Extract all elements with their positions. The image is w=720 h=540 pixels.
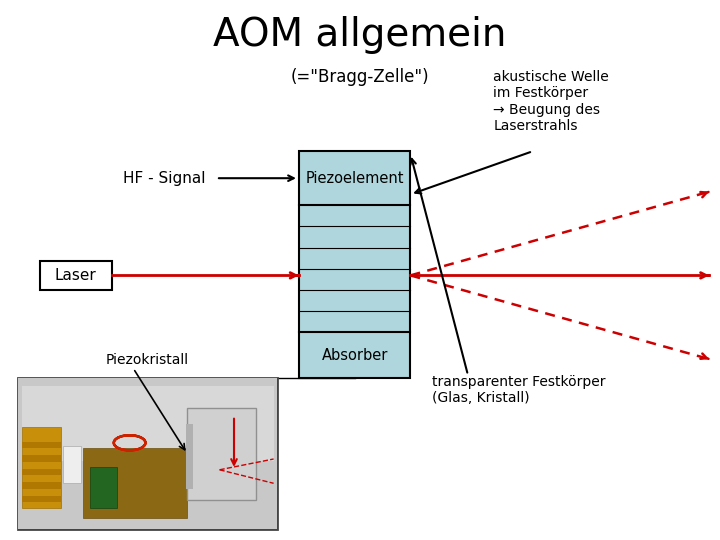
Bar <box>63 446 81 483</box>
Text: transparenter Festkörper
(Glas, Kristall): transparenter Festkörper (Glas, Kristall… <box>432 375 606 406</box>
Bar <box>83 448 187 518</box>
Bar <box>90 467 117 508</box>
Bar <box>22 482 61 489</box>
Bar <box>22 455 61 462</box>
Bar <box>18 378 277 529</box>
Bar <box>187 408 256 500</box>
Text: Laser: Laser <box>55 268 96 283</box>
Bar <box>22 386 274 461</box>
Text: HF - Signal: HF - Signal <box>122 171 205 186</box>
Bar <box>299 151 410 378</box>
Text: AOM allgemein: AOM allgemein <box>213 16 507 54</box>
Bar <box>18 378 277 529</box>
Bar <box>186 424 193 489</box>
Text: Piezokristall: Piezokristall <box>106 353 189 367</box>
Bar <box>22 496 61 502</box>
Text: (="Bragg-Zelle"): (="Bragg-Zelle") <box>291 68 429 85</box>
Bar <box>22 442 61 448</box>
Text: Piezoelement: Piezoelement <box>305 171 404 186</box>
Bar <box>40 261 112 291</box>
Text: Absorber: Absorber <box>321 348 388 362</box>
Bar <box>22 469 61 475</box>
Bar <box>22 427 61 508</box>
Text: akustische Welle
im Festkörper
→ Beugung des
Laserstrahls: akustische Welle im Festkörper → Beugung… <box>493 70 609 133</box>
